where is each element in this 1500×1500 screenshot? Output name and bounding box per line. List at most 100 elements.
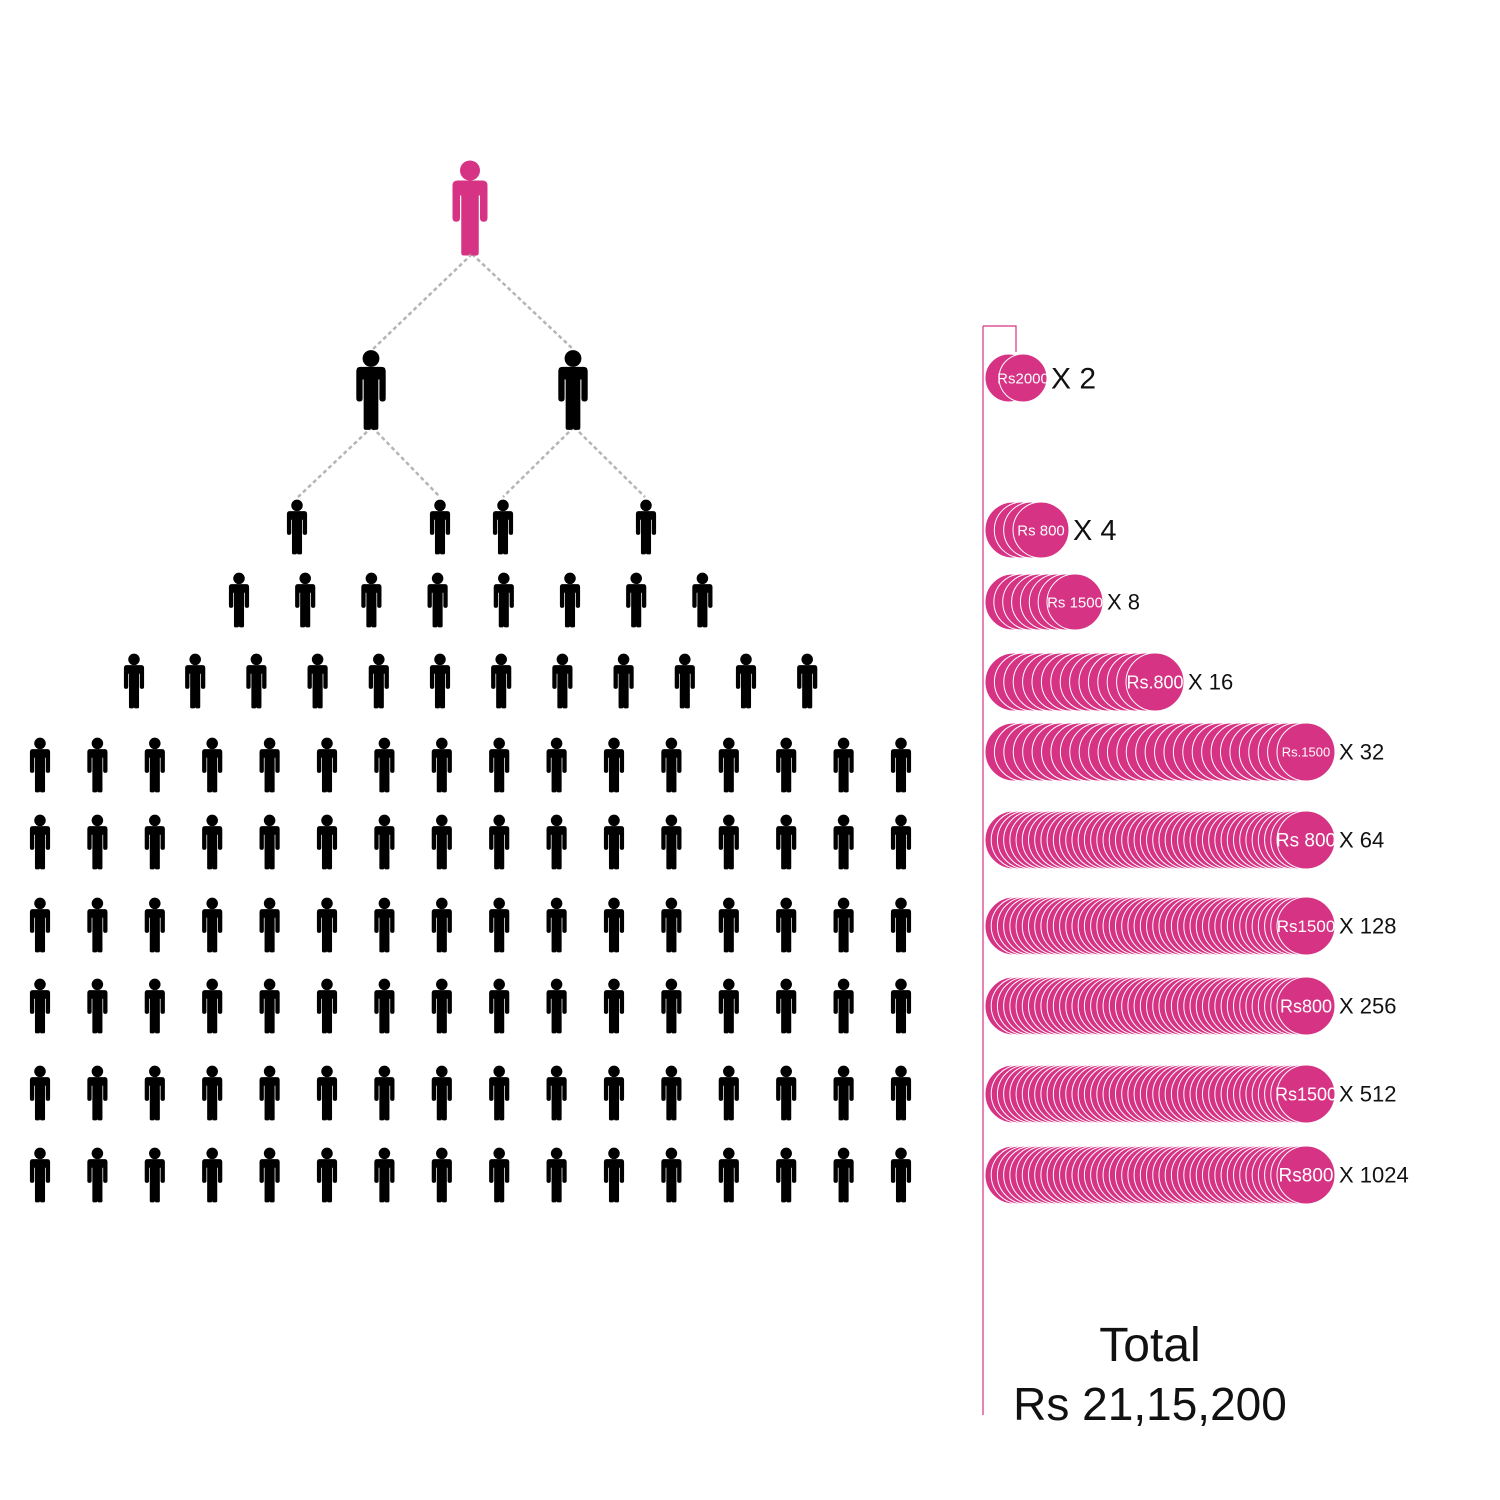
person-icon: [29, 814, 51, 870]
person-icon: [87, 978, 108, 1034]
coin-mark: [1276, 722, 1336, 782]
person-icon: [833, 978, 854, 1034]
coin-amount-label: Rs 800: [1276, 831, 1336, 852]
connector-line: [371, 426, 441, 498]
person-icon: [202, 814, 223, 870]
person-icon: [626, 572, 647, 628]
person-icon: [546, 1147, 567, 1203]
person-icon: [559, 572, 581, 628]
person-icon: [29, 737, 51, 793]
top-recruiter-person-icon: [452, 160, 488, 256]
payout-row: Rs800 X 256: [984, 976, 1397, 1036]
multiplier-label: X 256: [1339, 994, 1397, 1019]
person-icon: [431, 897, 452, 953]
person-icon: [558, 350, 588, 430]
coin-mark: [1046, 573, 1104, 631]
person-icon: [661, 814, 682, 870]
person-icon: [735, 653, 757, 709]
person-icon: [833, 814, 854, 870]
person-icon: [87, 1065, 108, 1121]
person-icon: [295, 572, 316, 628]
connector-line: [471, 253, 575, 351]
person-icon: [491, 653, 512, 709]
person-icon: [661, 1065, 682, 1121]
person-icon: [776, 897, 797, 953]
person-icon: [316, 1065, 338, 1121]
person-icon: [356, 350, 386, 430]
person-icon: [87, 897, 108, 953]
person-icon: [144, 1065, 165, 1121]
total-title: Total: [1099, 1319, 1201, 1372]
person-icon: [718, 1065, 739, 1121]
payout-row: Rs.800 X 16: [984, 652, 1233, 712]
person-icon: [316, 897, 338, 953]
total-block: Total Rs 21,15,200: [1000, 1318, 1300, 1434]
coin-mark: [1276, 810, 1336, 870]
person-icon: [603, 978, 625, 1034]
person-icon: [718, 737, 739, 793]
person-icon: [489, 1065, 510, 1121]
person-icon: [603, 1147, 625, 1203]
person-icon: [546, 897, 567, 953]
person-icon: [429, 499, 451, 555]
people-pyramid: [29, 160, 912, 1203]
person-icon: [144, 814, 165, 870]
person-icon: [833, 1147, 854, 1203]
multiplier-label: X 8: [1107, 590, 1140, 615]
person-icon: [429, 653, 451, 709]
person-icon: [692, 572, 713, 628]
payout-row: Rs 800 X 64: [984, 810, 1384, 870]
person-icon: [890, 1065, 912, 1121]
coin-amount-label: Rs.1500: [1282, 745, 1330, 760]
connector-line: [573, 426, 646, 498]
payout-axis: [982, 325, 1017, 1415]
coin-amount-label: Rs800: [1280, 996, 1332, 1016]
coin-mark: [1276, 976, 1336, 1036]
multiplier-label: X 2: [1051, 363, 1096, 396]
person-icon: [603, 814, 625, 870]
coin-amount-label: Rs 1500: [1047, 594, 1103, 611]
person-icon: [87, 737, 108, 793]
person-icon: [431, 814, 452, 870]
person-icon: [431, 737, 452, 793]
person-icon: [776, 978, 797, 1034]
connector-line: [297, 426, 373, 498]
person-icon: [546, 1065, 567, 1121]
person-icon: [493, 572, 514, 628]
person-icon: [29, 1147, 51, 1203]
multiplier-label: X 16: [1188, 670, 1233, 695]
person-icon: [552, 653, 573, 709]
coin-amount-label: Rs1500: [1275, 1084, 1337, 1104]
person-icon: [890, 897, 912, 953]
person-icon: [603, 1065, 625, 1121]
person-icon: [603, 737, 625, 793]
person-icon: [546, 978, 567, 1034]
multiplier-label: X 1024: [1339, 1163, 1409, 1188]
person-icon: [833, 1065, 854, 1121]
person-icon: [202, 1147, 223, 1203]
coin-amount-label: Rs.800: [1126, 672, 1183, 692]
person-icon: [144, 978, 165, 1034]
person-icon: [202, 737, 223, 793]
person-icon: [431, 1147, 452, 1203]
payout-row: Rs 1500 X 8: [984, 573, 1140, 631]
payout-row: Rs800 X 1024: [984, 1145, 1409, 1205]
coin-amount-label: Rs800: [1279, 1166, 1334, 1187]
person-icon: [431, 978, 452, 1034]
person-icon: [29, 1065, 51, 1121]
person-icon: [613, 653, 634, 709]
person-icon: [661, 978, 682, 1034]
person-icon: [489, 814, 510, 870]
connector-line: [502, 426, 575, 498]
person-icon: [776, 1147, 797, 1203]
person-icon: [603, 897, 625, 953]
person-icon: [492, 499, 514, 555]
person-icon: [890, 737, 912, 793]
person-icon: [316, 1147, 338, 1203]
person-icon: [890, 814, 912, 870]
person-icon: [202, 1065, 223, 1121]
multiplier-label: X 512: [1339, 1082, 1397, 1107]
person-icon: [674, 653, 695, 709]
person-icon: [776, 1065, 797, 1121]
coin-mark: [1276, 896, 1336, 956]
